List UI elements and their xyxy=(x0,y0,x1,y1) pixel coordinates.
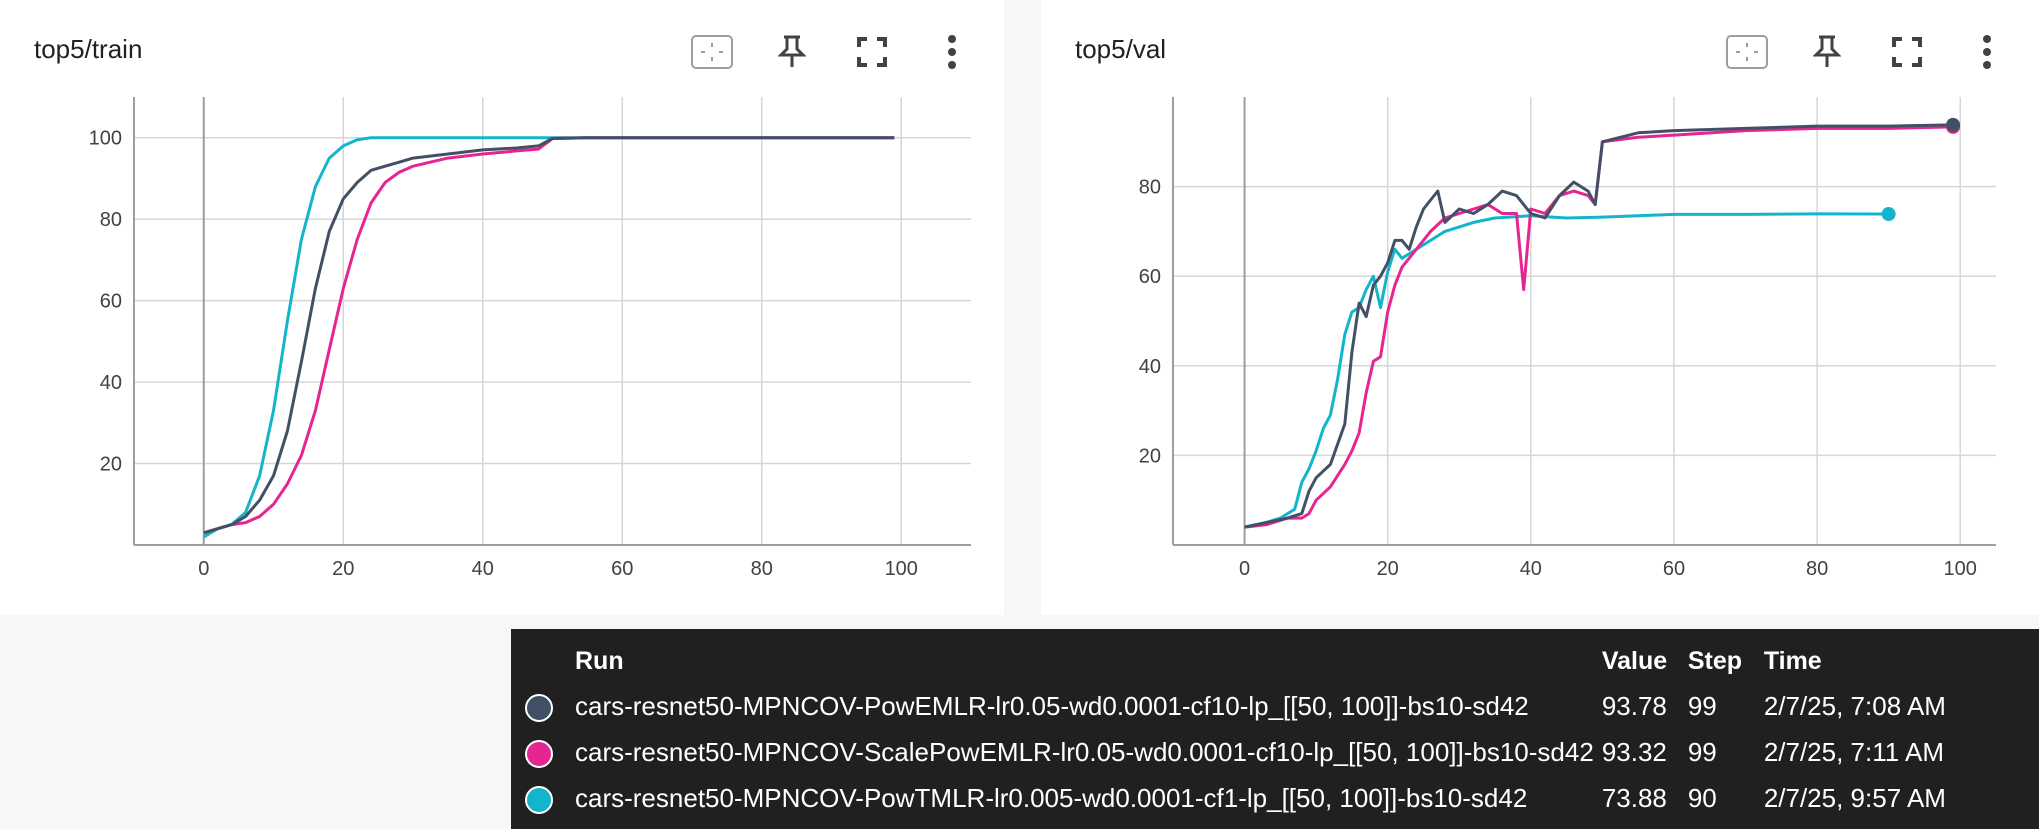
series-end-point xyxy=(1946,117,1961,132)
table-row: cars-resnet50-MPNCOV-ScalePowEMLR-lr0.05… xyxy=(525,729,1954,775)
run-value: 93.78 xyxy=(1601,690,1667,721)
x-tick-label: 0 xyxy=(1239,558,1250,580)
series-line xyxy=(203,136,895,535)
x-tick-label: 20 xyxy=(332,558,354,580)
run-step: 99 xyxy=(1687,690,1717,721)
run-color-swatch xyxy=(525,693,553,722)
run-value: 73.88 xyxy=(1601,782,1667,813)
tooltip-table: Run Value Step Time cars-resnet50-MPNCOV… xyxy=(525,639,1954,821)
y-tick-label: 40 xyxy=(100,372,122,394)
chart-title: top5/train xyxy=(34,34,143,64)
y-tick-label: 100 xyxy=(89,128,122,150)
header-step: Step xyxy=(1687,646,1742,675)
val-chart[interactable]: 20 40 60 80 0 20 40 60 80 100 xyxy=(1041,0,2039,615)
chart-card-train: 20 40 60 80 100 0 20 40 60 80 100 top5/train xyxy=(0,0,1004,615)
y-tick-label: 80 xyxy=(1139,177,1161,199)
train-chart[interactable]: 20 40 60 80 100 0 20 40 60 80 100 xyxy=(0,0,1004,615)
series-line xyxy=(1244,212,1889,529)
header-time: Time xyxy=(1763,646,1822,675)
fullscreen-icon[interactable] xyxy=(850,30,894,74)
y-tick-label: 60 xyxy=(100,291,122,313)
more-vert-icon[interactable] xyxy=(1965,30,2009,74)
chart-toolbar xyxy=(1725,30,2009,74)
series-end-point xyxy=(1881,207,1896,222)
run-time: 2/7/25, 7:11 AM xyxy=(1763,736,1945,767)
run-value: 93.32 xyxy=(1601,736,1667,767)
x-tick-label: 100 xyxy=(1944,558,1977,580)
x-tick-label: 60 xyxy=(1663,558,1685,580)
series-line xyxy=(1244,123,1954,529)
x-tick-label: 60 xyxy=(611,558,633,580)
run-time: 2/7/25, 9:57 AM xyxy=(1763,782,1946,813)
y-tick-label: 60 xyxy=(1139,266,1161,288)
table-row: cars-resnet50-MPNCOV-PowTMLR-lr0.005-wd0… xyxy=(525,775,1954,821)
hover-tooltip: Run Value Step Time cars-resnet50-MPNCOV… xyxy=(511,629,2039,829)
run-step: 90 xyxy=(1687,782,1717,813)
x-tick-label: 0 xyxy=(198,558,209,580)
x-tick-label: 20 xyxy=(1377,558,1399,580)
pin-icon[interactable] xyxy=(770,30,814,74)
x-tick-label: 100 xyxy=(885,558,918,580)
y-tick-label: 20 xyxy=(100,454,122,476)
run-name: cars-resnet50-MPNCOV-PowEMLR-lr0.05-wd0.… xyxy=(575,690,1529,721)
fit-domain-icon[interactable] xyxy=(690,30,734,74)
y-tick-label: 40 xyxy=(1139,356,1161,378)
run-name: cars-resnet50-MPNCOV-PowTMLR-lr0.005-wd0… xyxy=(575,782,1528,813)
chart-title: top5/val xyxy=(1075,34,1167,64)
header-run: Run xyxy=(575,646,624,675)
run-color-swatch xyxy=(525,739,553,768)
fullscreen-icon[interactable] xyxy=(1885,30,1929,74)
table-row: cars-resnet50-MPNCOV-PowEMLR-lr0.05-wd0.… xyxy=(525,683,1954,729)
pin-icon[interactable] xyxy=(1805,30,1849,74)
run-name: cars-resnet50-MPNCOV-ScalePowEMLR-lr0.05… xyxy=(575,736,1594,767)
header-value: Value xyxy=(1601,646,1668,675)
x-tick-label: 80 xyxy=(1806,558,1828,580)
y-tick-label: 20 xyxy=(1139,445,1161,467)
run-time: 2/7/25, 7:08 AM xyxy=(1763,690,1946,721)
x-tick-label: 40 xyxy=(472,558,494,580)
run-color-swatch xyxy=(525,785,553,814)
run-step: 99 xyxy=(1687,736,1717,767)
fit-domain-icon[interactable] xyxy=(1725,30,1769,74)
chart-card-val: 20 40 60 80 0 20 40 60 80 100 top5/val xyxy=(1041,0,2039,615)
x-tick-label: 80 xyxy=(751,558,773,580)
chart-toolbar xyxy=(690,30,974,74)
x-tick-label: 40 xyxy=(1520,558,1542,580)
more-vert-icon[interactable] xyxy=(930,30,974,74)
y-tick-label: 80 xyxy=(100,209,122,231)
